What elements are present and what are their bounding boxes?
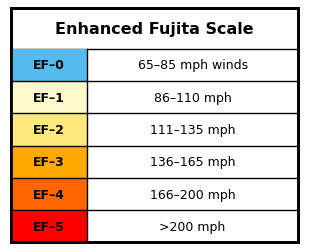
Text: EF–2: EF–2 bbox=[33, 124, 65, 136]
Text: EF–0: EF–0 bbox=[33, 59, 65, 72]
Text: EF–5: EF–5 bbox=[33, 220, 65, 233]
Text: >200 mph: >200 mph bbox=[159, 220, 226, 233]
Text: Enhanced Fujita Scale: Enhanced Fujita Scale bbox=[55, 22, 254, 37]
Text: 65–85 mph winds: 65–85 mph winds bbox=[138, 59, 248, 72]
Text: 166–200 mph: 166–200 mph bbox=[150, 188, 235, 201]
Bar bbox=[11, 146, 87, 178]
Bar bbox=[11, 210, 87, 242]
Text: EF–1: EF–1 bbox=[33, 92, 65, 104]
Bar bbox=[11, 114, 87, 146]
Bar bbox=[11, 50, 87, 82]
Text: 111–135 mph: 111–135 mph bbox=[150, 124, 235, 136]
Text: EF–4: EF–4 bbox=[33, 188, 65, 201]
Bar bbox=[11, 178, 87, 210]
Text: 136–165 mph: 136–165 mph bbox=[150, 156, 235, 168]
Bar bbox=[11, 82, 87, 114]
Text: EF–3: EF–3 bbox=[33, 156, 65, 168]
Text: 86–110 mph: 86–110 mph bbox=[154, 92, 231, 104]
